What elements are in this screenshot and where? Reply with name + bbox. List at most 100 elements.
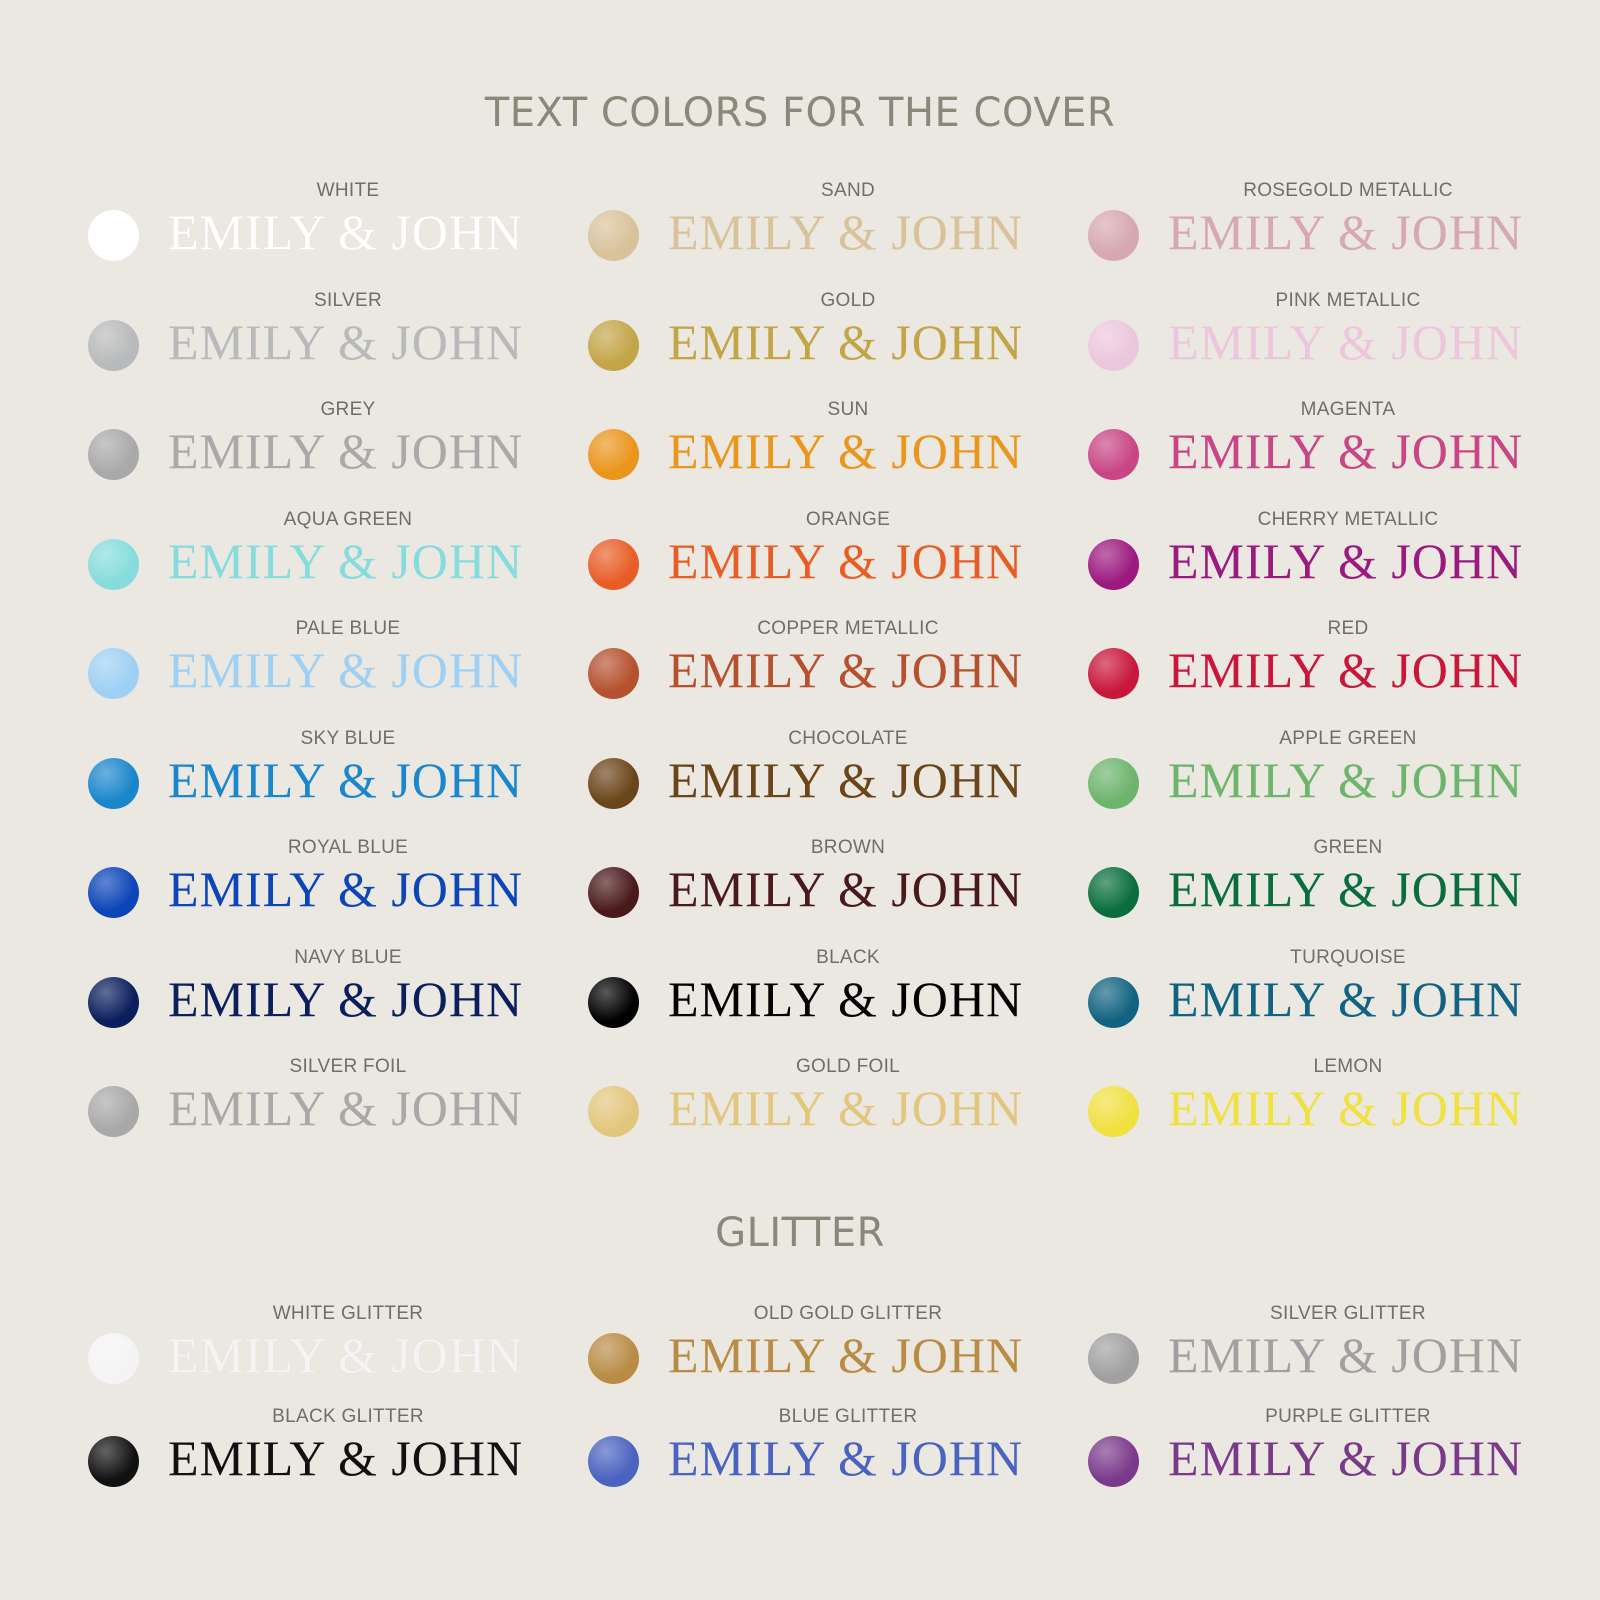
- color-swatch[interactable]: SILVER EMILY & JOHN: [88, 290, 558, 390]
- color-dot: [1088, 429, 1139, 480]
- color-swatch[interactable]: LEMON EMILY & JOHN: [1088, 1056, 1558, 1156]
- color-dot: [1088, 538, 1139, 590]
- color-swatch[interactable]: SKY BLUE EMILY & JOHN: [88, 728, 558, 828]
- color-dot: [588, 1333, 639, 1384]
- color-name-label: SUN: [827, 399, 869, 420]
- sample-text: EMILY & JOHN: [668, 642, 1024, 698]
- color-name-label: AQUA GREEN: [283, 508, 413, 530]
- color-name-label: TURQUOISE: [1290, 946, 1406, 968]
- color-dot: [1088, 976, 1139, 1028]
- color-swatch[interactable]: BLUE GLITTER EMILY & JOHN: [588, 1406, 1058, 1506]
- color-swatch[interactable]: GREY EMILY & JOHN: [88, 399, 558, 499]
- color-dot: [88, 976, 139, 1028]
- color-dot: [88, 210, 139, 261]
- color-dot: [588, 429, 639, 480]
- sample-text: EMILY & JOHN: [168, 1430, 524, 1486]
- color-swatch[interactable]: AQUA GREEN EMILY & JOHN: [88, 509, 558, 609]
- sample-text: EMILY & JOHN: [668, 970, 1024, 1027]
- color-name-label: SAND: [821, 180, 875, 201]
- color-swatch[interactable]: TURQUOISE EMILY & JOHN: [1088, 947, 1558, 1047]
- color-name-label: GOLD FOIL: [795, 1056, 901, 1077]
- color-swatch[interactable]: NAVY BLUE EMILY & JOHN: [88, 947, 558, 1047]
- color-dot: [88, 319, 139, 371]
- color-swatch[interactable]: SILVER GLITTER EMILY & JOHN: [1088, 1303, 1558, 1403]
- sample-text: EMILY & JOHN: [1168, 204, 1524, 260]
- color-swatch[interactable]: ROSEGOLD METALLIC EMILY & JOHN: [1088, 180, 1558, 280]
- color-dot: [588, 319, 639, 371]
- color-swatch[interactable]: CHERRY METALLIC EMILY & JOHN: [1088, 509, 1558, 609]
- color-swatch[interactable]: SUN EMILY & JOHN: [588, 399, 1058, 499]
- color-swatch[interactable]: BLACK GLITTER EMILY & JOHN: [88, 1406, 558, 1506]
- color-name-label: COPPER METALLIC: [757, 618, 939, 639]
- sample-text: EMILY & JOHN: [168, 861, 524, 917]
- color-name-label: SKY BLUE: [300, 727, 396, 749]
- sample-text: EMILY & JOHN: [668, 313, 1024, 370]
- color-swatch[interactable]: WHITE GLITTER EMILY & JOHN: [88, 1303, 558, 1403]
- sample-text: EMILY & JOHN: [1168, 642, 1524, 698]
- color-swatch[interactable]: WHITE EMILY & JOHN: [88, 180, 558, 280]
- color-name-label: NAVY BLUE: [294, 946, 402, 968]
- sample-text: EMILY & JOHN: [168, 1327, 524, 1383]
- color-swatch[interactable]: COPPER METALLIC EMILY & JOHN: [588, 618, 1058, 718]
- sample-text: EMILY & JOHN: [168, 642, 524, 698]
- color-dot: [1088, 1333, 1139, 1384]
- color-name-label: GREEN: [1313, 837, 1383, 858]
- color-dot: [1088, 1086, 1139, 1137]
- color-swatch[interactable]: MAGENTA EMILY & JOHN: [1088, 399, 1558, 499]
- color-dot: [1088, 1436, 1139, 1487]
- sample-text: EMILY & JOHN: [668, 1080, 1024, 1136]
- sample-text: EMILY & JOHN: [168, 1080, 524, 1136]
- color-name-label: LEMON: [1313, 1056, 1383, 1077]
- sample-text: EMILY & JOHN: [168, 970, 524, 1027]
- color-dot: [88, 1436, 139, 1487]
- sample-text: EMILY & JOHN: [1168, 970, 1524, 1027]
- color-swatch[interactable]: GOLD FOIL EMILY & JOHN: [588, 1056, 1058, 1156]
- color-name-label: WHITE: [316, 180, 380, 201]
- sample-text: EMILY & JOHN: [668, 1327, 1024, 1383]
- color-name-label: BLUE GLITTER: [778, 1406, 918, 1427]
- sample-text: EMILY & JOHN: [168, 532, 524, 589]
- color-name-label: SILVER: [314, 289, 382, 311]
- color-swatch[interactable]: PURPLE GLITTER EMILY & JOHN: [1088, 1406, 1558, 1506]
- color-swatch[interactable]: PINK METALLIC EMILY & JOHN: [1088, 290, 1558, 390]
- color-swatch[interactable]: OLD GOLD GLITTER EMILY & JOHN: [588, 1303, 1058, 1403]
- color-swatch[interactable]: PALE BLUE EMILY & JOHN: [88, 618, 558, 718]
- color-swatch[interactable]: SAND EMILY & JOHN: [588, 180, 1058, 280]
- color-swatch[interactable]: RED EMILY & JOHN: [1088, 618, 1558, 718]
- color-name-label: RED: [1327, 618, 1369, 639]
- color-swatch[interactable]: APPLE GREEN EMILY & JOHN: [1088, 728, 1558, 828]
- glitter-section-title: GLITTER: [715, 1210, 885, 1256]
- color-dot: [88, 1333, 139, 1384]
- color-name-label: GOLD: [820, 289, 876, 311]
- sample-text: EMILY & JOHN: [168, 751, 524, 808]
- color-swatch[interactable]: SILVER FOIL EMILY & JOHN: [88, 1056, 558, 1156]
- color-swatch[interactable]: ORANGE EMILY & JOHN: [588, 509, 1058, 609]
- color-dot: [588, 1436, 639, 1487]
- color-dot: [1088, 210, 1139, 261]
- color-dot: [1088, 867, 1139, 918]
- sample-text: EMILY & JOHN: [168, 204, 524, 260]
- color-name-label: OLD GOLD GLITTER: [753, 1303, 943, 1324]
- color-swatch[interactable]: ROYAL BLUE EMILY & JOHN: [88, 837, 558, 937]
- color-dot: [88, 648, 139, 699]
- color-dot: [88, 1086, 139, 1137]
- color-swatch[interactable]: GREEN EMILY & JOHN: [1088, 837, 1558, 937]
- color-name-label: MAGENTA: [1300, 399, 1396, 420]
- sample-text: EMILY & JOHN: [1168, 313, 1524, 370]
- color-swatch[interactable]: BLACK EMILY & JOHN: [588, 947, 1058, 1047]
- page-title: TEXT COLORS FOR THE COVER: [484, 90, 1116, 136]
- color-dot: [588, 757, 639, 809]
- sample-text: EMILY & JOHN: [1168, 751, 1524, 808]
- color-swatch[interactable]: BROWN EMILY & JOHN: [588, 837, 1058, 937]
- sample-text: EMILY & JOHN: [668, 532, 1024, 589]
- sample-text: EMILY & JOHN: [1168, 1430, 1524, 1486]
- sample-text: EMILY & JOHN: [1168, 423, 1524, 479]
- sample-text: EMILY & JOHN: [1168, 532, 1524, 589]
- sample-text: EMILY & JOHN: [668, 204, 1024, 260]
- color-dot: [88, 757, 139, 809]
- color-dot: [588, 1086, 639, 1137]
- color-swatch[interactable]: CHOCOLATE EMILY & JOHN: [588, 728, 1058, 828]
- color-dot: [88, 867, 139, 918]
- sample-text: EMILY & JOHN: [168, 423, 524, 479]
- color-swatch[interactable]: GOLD EMILY & JOHN: [588, 290, 1058, 390]
